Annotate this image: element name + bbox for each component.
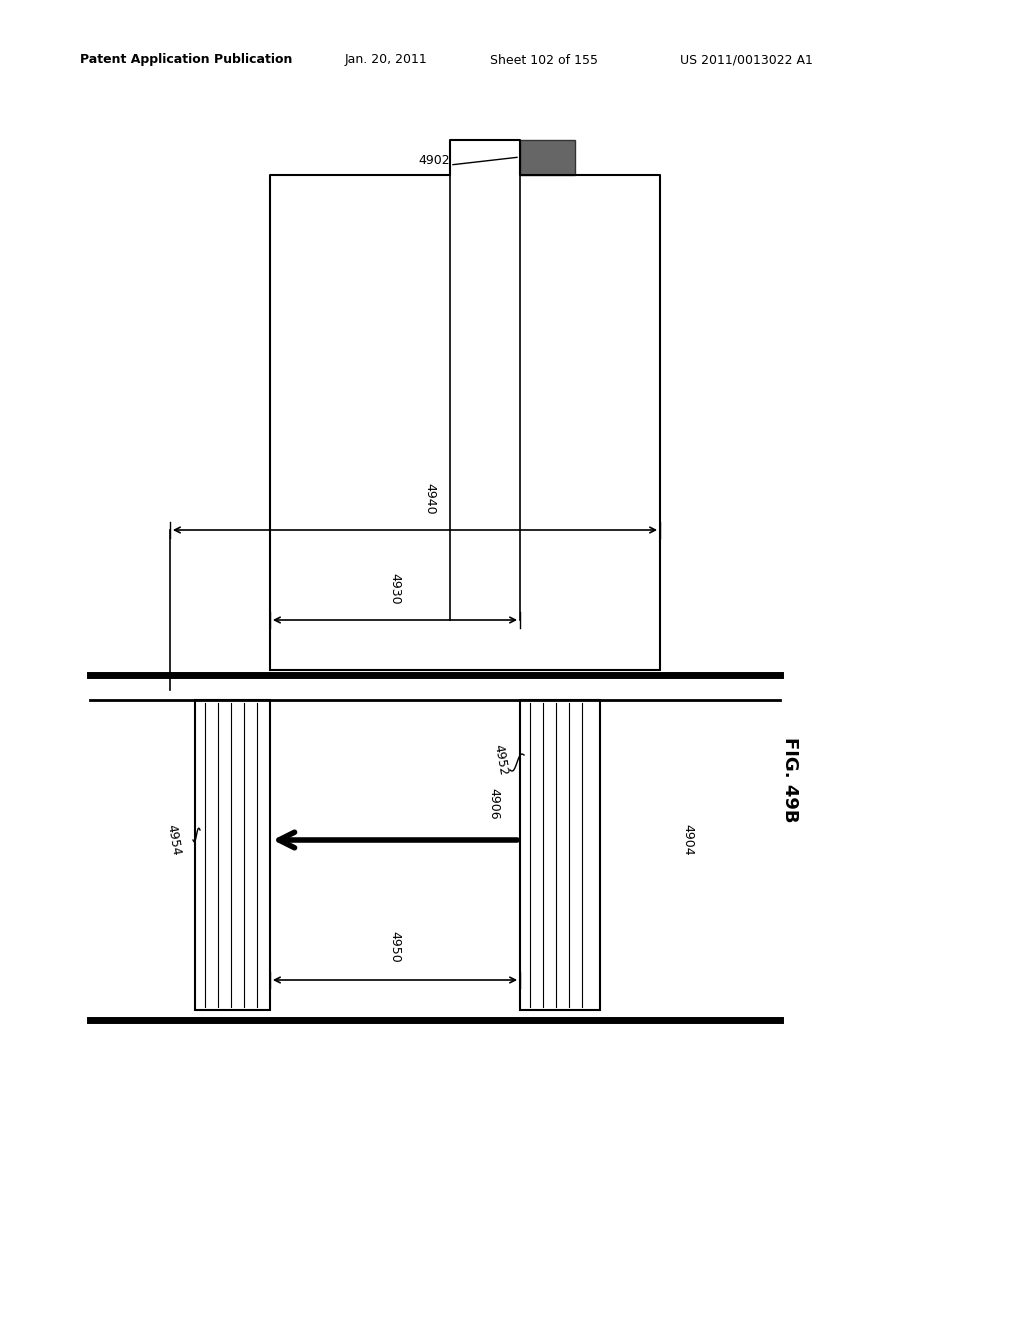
Text: 4930: 4930 [388, 573, 401, 605]
Text: 4952: 4952 [492, 743, 510, 776]
Text: 4902: 4902 [419, 153, 450, 166]
Text: 4954: 4954 [165, 824, 183, 857]
Text: Jan. 20, 2011: Jan. 20, 2011 [345, 54, 428, 66]
Text: 4940: 4940 [424, 483, 436, 515]
Text: 4904: 4904 [682, 824, 694, 855]
Text: 4906: 4906 [487, 788, 500, 820]
Bar [520, 700, 600, 1010]
Text: Sheet 102 of 155: Sheet 102 of 155 [490, 54, 598, 66]
Bar [195, 700, 270, 1010]
Text: 4950: 4950 [388, 931, 401, 964]
Bar [520, 140, 575, 176]
Text: US 2011/0013022 A1: US 2011/0013022 A1 [680, 54, 813, 66]
Text: Patent Application Publication: Patent Application Publication [80, 54, 293, 66]
Text: FIG. 49B: FIG. 49B [781, 738, 799, 822]
